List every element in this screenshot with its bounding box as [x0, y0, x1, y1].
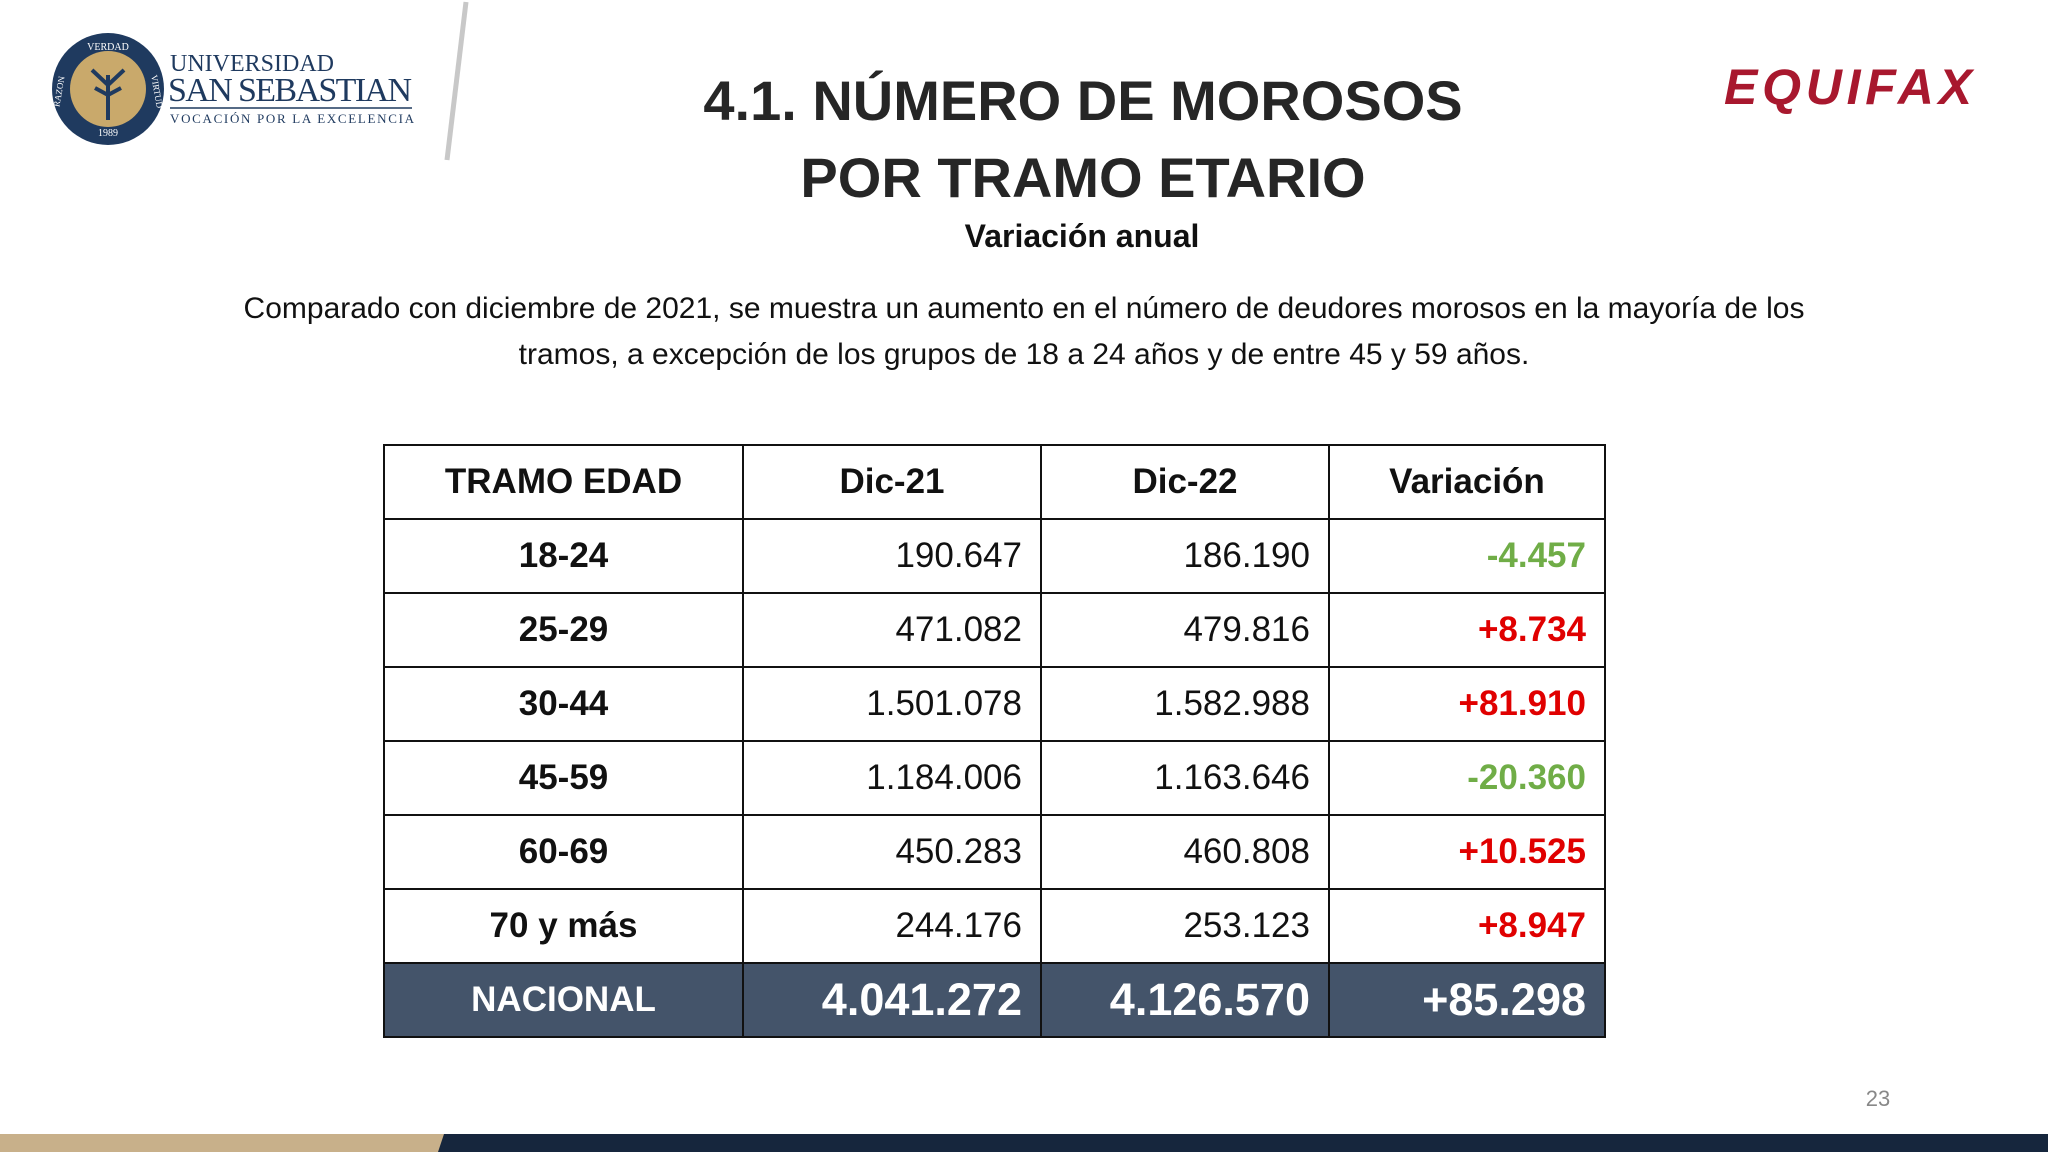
cell: 60-69 [383, 814, 744, 890]
logo-text: SAN SEBASTIAN [168, 72, 412, 109]
body-row: 45-59 1.184.006 1.163.646 -20.360 [383, 740, 1606, 816]
body-row: 25-29 471.082 479.816 +8.734 [383, 592, 1606, 668]
cell: Dic-21 [742, 444, 1042, 520]
seal-tree [90, 68, 126, 120]
logo-text: VOCACIÓN POR LA EXCELENCIA [170, 111, 415, 126]
paragraph: tramos, a excepción de los grupos de 18 … [518, 338, 1530, 371]
cell: 4.041.272 [742, 962, 1042, 1038]
cell: 471.082 [742, 592, 1042, 668]
body-row: 30-44 1.501.078 1.582.988 +81.910 [383, 666, 1606, 742]
logo-text: UNIVERSIDAD [170, 51, 334, 77]
cell: 25-29 [383, 592, 744, 668]
body-row: 70 y más 244.176 253.123 +8.947 [383, 888, 1606, 964]
cell: 244.176 [742, 888, 1042, 964]
cell: +10.525 [1328, 814, 1606, 890]
cell: 45-59 [383, 740, 744, 816]
cell: Dic-22 [1040, 444, 1330, 520]
cell: 460.808 [1040, 814, 1330, 890]
table: TRAMO EDAD Dic-21 Dic-22 Variación 18-24 190.… [383, 444, 1606, 1038]
cell: +8.734 [1328, 592, 1606, 668]
equifax-logo: EQUIFAX [1724, 59, 1975, 115]
divider [444, 1, 469, 161]
cell: 70 y más [383, 888, 744, 964]
cell: TRAMO EDAD [383, 444, 744, 520]
subtitle: Variación anual [964, 218, 1200, 254]
body-row: 18-24 190.647 186.190 -4.457 [383, 518, 1606, 594]
total-row: NACIONAL 4.041.272 4.126.570 +85.298 [383, 962, 1606, 1038]
cell: +8.947 [1328, 888, 1606, 964]
seal-text: 1989 [98, 128, 118, 139]
cell: 253.123 [1040, 888, 1330, 964]
page-number: 23 [1866, 1086, 1890, 1111]
cell: 190.647 [742, 518, 1042, 594]
footer-bar [0, 1134, 2048, 1152]
cell: 1.501.078 [742, 666, 1042, 742]
cell: -4.457 [1328, 518, 1606, 594]
cell: +81.910 [1328, 666, 1606, 742]
cell: 450.283 [742, 814, 1042, 890]
cell: 1.184.006 [742, 740, 1042, 816]
cell: +85.298 [1328, 962, 1606, 1038]
cell: 1.582.988 [1040, 666, 1330, 742]
title: POR TRAMO ETARIO [800, 146, 1366, 209]
body-row: 60-69 450.283 460.808 +10.525 [383, 814, 1606, 890]
paragraph: Comparado con diciembre de 2021, se mues… [243, 292, 1805, 325]
title: 4.1. NÚMERO DE MOROSOS [703, 69, 1463, 132]
cell: 479.816 [1040, 592, 1330, 668]
cell: 18-24 [383, 518, 744, 594]
cell: 1.163.646 [1040, 740, 1330, 816]
cell: -20.360 [1328, 740, 1606, 816]
cell: 4.126.570 [1040, 962, 1330, 1038]
cell: Variación [1328, 444, 1606, 520]
cell: NACIONAL [383, 962, 744, 1038]
cell: 186.190 [1040, 518, 1330, 594]
seal-text: VERDAD [87, 42, 129, 53]
footer-accent [0, 1134, 444, 1152]
cell: 30-44 [383, 666, 744, 742]
head-row: TRAMO EDAD Dic-21 Dic-22 Variación [383, 444, 1606, 520]
